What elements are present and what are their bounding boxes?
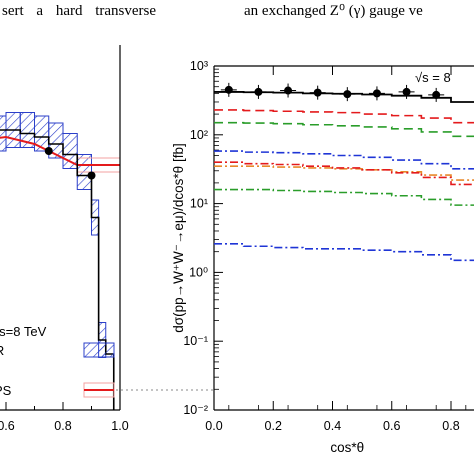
- data-point: [372, 89, 381, 98]
- mr-band-bin: [0, 115, 7, 152]
- series-line: [214, 243, 474, 262]
- data-point: [402, 87, 411, 96]
- right-x-tick-label: 0.6: [383, 419, 400, 433]
- series-line: [214, 109, 474, 124]
- right-x-tick-label: 0.0: [205, 419, 222, 433]
- series-line: [214, 188, 474, 206]
- left-x-tick-label: 1.0: [111, 419, 128, 433]
- series-line: [214, 121, 474, 138]
- left-x-tick-label: 0.8: [54, 419, 71, 433]
- ps-line: [0, 135, 120, 166]
- right-y-tick-label: 10¹: [190, 197, 208, 211]
- right-y-tick-label: 10⁰: [189, 265, 208, 279]
- left-legend-sqrt-s: √s=8 TeV: [0, 324, 47, 339]
- left-step-line: [0, 129, 115, 410]
- left-plot-area: [0, 112, 120, 410]
- right-y-tick-label: 10²: [190, 128, 208, 142]
- right-plot-area: [214, 82, 474, 262]
- legend-ps-label: PS: [0, 383, 12, 398]
- right-chart-panel: 10⁻² 10⁻¹ 10⁰ 10¹ 10² 10³ 0.0 0.2 0.4 0.6 0.8 cos*θ…: [171, 59, 474, 455]
- legend-mr-label: MR: [0, 343, 4, 358]
- right-x-tick-label: 0.8: [442, 419, 459, 433]
- right-y-tick-label: 10³: [190, 59, 208, 73]
- right-x-tick-label: 0.4: [324, 419, 341, 433]
- right-y-tick-label: 10⁻²: [183, 403, 208, 417]
- series-line: [214, 91, 474, 103]
- left-x-tick-label: 0.6: [0, 419, 15, 433]
- right-x-tick-label: 0.2: [265, 419, 282, 433]
- right-annotation: √s = 8: [415, 70, 451, 85]
- series-line: [214, 161, 474, 186]
- left-data-point: [87, 171, 96, 180]
- series-line: [214, 150, 474, 170]
- left-chart-panel: 0.6 0.8 1.0 √s=8 TeV MR PS: [0, 45, 214, 433]
- right-x-axis-title: cos*θ: [330, 440, 364, 455]
- paper-text-right: an exchanged Z⁰ (γ) gauge ve: [244, 3, 423, 19]
- legend-mr-swatch: [83, 342, 115, 358]
- right-y-tick-label: 10⁻¹: [183, 334, 208, 348]
- left-data-point: [44, 147, 53, 155]
- right-y-axis-title: dσ(pp→W⁺W⁻→eμ)/dcos*θ [fb]: [171, 143, 186, 332]
- paper-text-left: sert a hard transverse: [2, 3, 157, 19]
